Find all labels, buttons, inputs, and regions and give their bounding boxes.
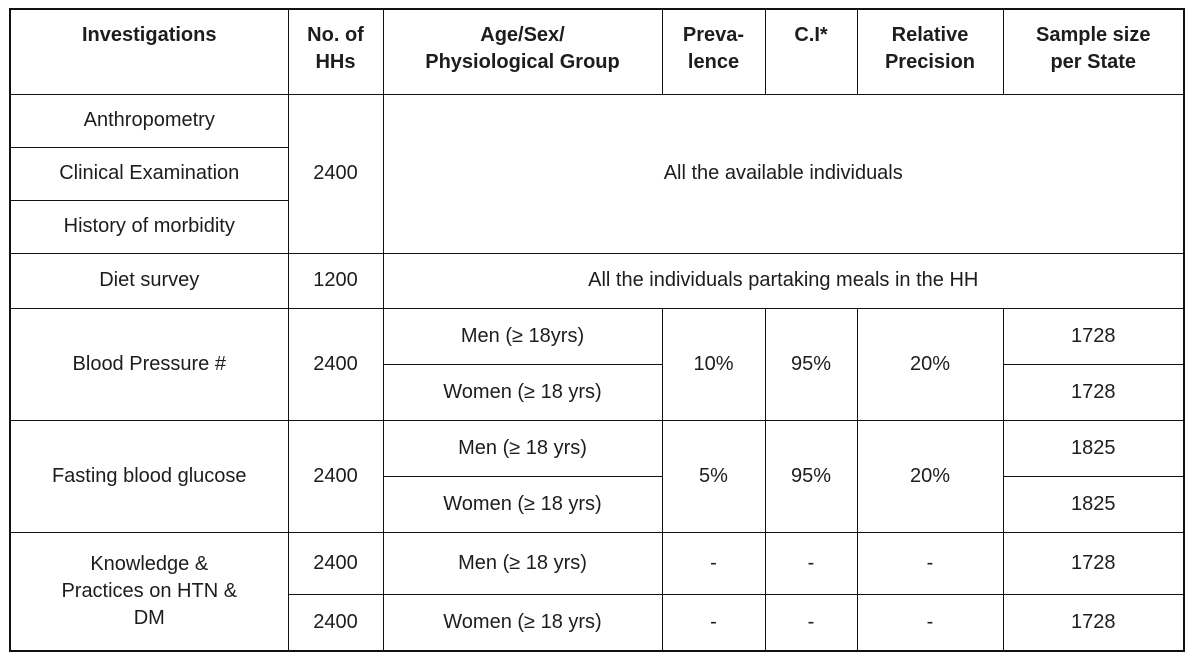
cell-clinical-examination: Clinical Examination <box>9 146 289 201</box>
row-blood-pressure-men: Blood Pressure # 2400 Men (≥ 18yrs) 10% … <box>9 307 1185 421</box>
cell-diet-note: All the individuals partaking meals in t… <box>382 252 1185 309</box>
row-knowledge-practices-men: Knowledge & Practices on HTN & DM 2400 M… <box>9 531 1185 652</box>
cell-bp-sample-women: 1728 <box>1002 363 1185 421</box>
cell-fbg-group-men: Men (≥ 18 yrs) <box>382 419 663 477</box>
cell-general-note: All the available individuals <box>382 93 1185 254</box>
cell-bp-ci: 95% <box>764 307 858 421</box>
cell-kp-ci-women: - <box>764 593 858 652</box>
cell-fbg-sample-men: 1825 <box>1002 419 1185 477</box>
cell-kp-sample-men: 1728 <box>1002 531 1185 595</box>
cell-bp-relative-precision: 20% <box>856 307 1004 421</box>
cell-diet-survey: Diet survey <box>9 252 289 309</box>
cell-kp-hhs-men: 2400 <box>287 531 384 595</box>
header-ci: C.I* <box>764 8 858 95</box>
row-fbg-men: Fasting blood glucose 2400 Men (≥ 18 yrs… <box>9 419 1185 533</box>
cell-kp-prevalence-men: - <box>661 531 766 595</box>
cell-kp-prevalence-women: - <box>661 593 766 652</box>
header-relative-precision: Relative Precision <box>856 8 1004 95</box>
row-diet-survey: Diet survey 1200 All the individuals par… <box>9 252 1185 309</box>
sampling-design-table: Investigations No. of HHs Age/Sex/ Physi… <box>9 8 1185 652</box>
cell-fbg-group-women: Women (≥ 18 yrs) <box>382 475 663 533</box>
cell-kp-group-men: Men (≥ 18 yrs) <box>382 531 663 595</box>
header-row: Investigations No. of HHs Age/Sex/ Physi… <box>9 8 1185 95</box>
cell-anthropometry: Anthropometry <box>9 93 289 148</box>
cell-bp-investigation: Blood Pressure # <box>9 307 289 421</box>
row-history-of-morbidity: History of morbidity <box>9 199 1184 254</box>
cell-bp-sample-men: 1728 <box>1002 307 1185 365</box>
cell-history-of-morbidity: History of morbidity <box>9 199 289 254</box>
row-fbg-women: Women (≥ 18 yrs) 1825 <box>10 475 1185 533</box>
cell-fbg-hhs: 2400 <box>287 419 384 533</box>
cell-bp-group-women: Women (≥ 18 yrs) <box>382 363 663 421</box>
cell-general-hhs: 2400 <box>287 93 384 254</box>
cell-bp-prevalence: 10% <box>661 307 766 421</box>
cell-kp-relative-precision-women: - <box>856 593 1004 652</box>
cell-kp-hhs-women: 2400 <box>287 593 384 652</box>
cell-kp-group-women: Women (≥ 18 yrs) <box>382 593 663 652</box>
cell-fbg-investigation: Fasting blood glucose <box>9 419 289 533</box>
row-anthropometry: Anthropometry 2400 All the available ind… <box>9 93 1185 254</box>
cell-diet-hhs: 1200 <box>287 252 384 309</box>
header-age-sex-group: Age/Sex/ Physiological Group <box>382 8 663 95</box>
cell-fbg-ci: 95% <box>764 419 858 533</box>
cell-fbg-prevalence: 5% <box>661 419 766 533</box>
cell-kp-investigation: Knowledge & Practices on HTN & DM <box>9 531 289 652</box>
header-prevalence: Preva- lence <box>661 8 766 95</box>
header-investigations: Investigations <box>9 8 289 95</box>
cell-bp-hhs: 2400 <box>287 307 384 421</box>
cell-fbg-relative-precision: 20% <box>856 419 1004 533</box>
cell-kp-ci-men: - <box>764 531 858 595</box>
header-sample-size: Sample size per State <box>1002 8 1185 95</box>
header-no-of-hhs: No. of HHs <box>287 8 384 95</box>
cell-bp-group-men: Men (≥ 18yrs) <box>382 307 663 365</box>
row-clinical-examination: Clinical Examination <box>9 146 1184 201</box>
cell-kp-sample-women: 1728 <box>1002 593 1185 652</box>
cell-kp-relative-precision-men: - <box>856 531 1004 595</box>
cell-fbg-sample-women: 1825 <box>1002 475 1185 533</box>
row-knowledge-practices-women: 2400 Women (≥ 18 yrs) - - - 1728 <box>10 593 1185 652</box>
